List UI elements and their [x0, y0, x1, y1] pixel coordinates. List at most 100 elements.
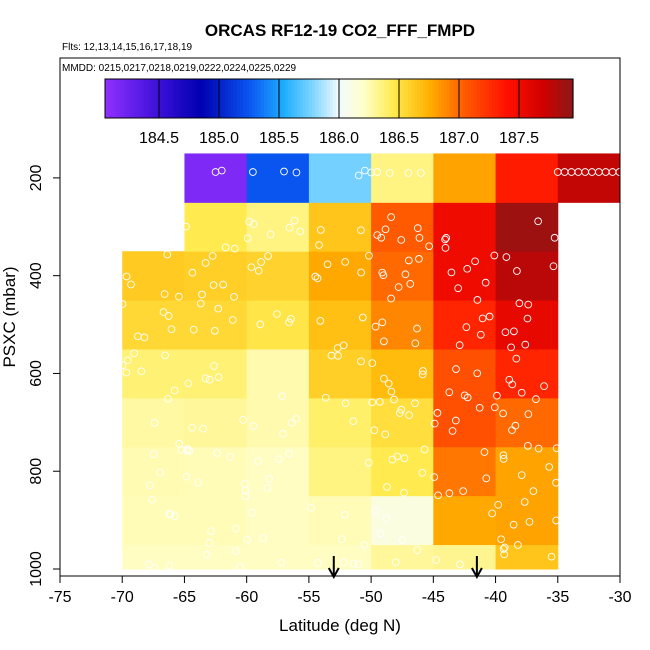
colorbar-segment	[111, 79, 115, 118]
colorbar-segment	[540, 79, 544, 118]
observation-point	[462, 323, 471, 331]
colorbar-segment	[183, 79, 187, 118]
observation-point	[127, 280, 135, 289]
observation-point	[188, 423, 196, 432]
observation-point	[165, 561, 174, 570]
colorbar-segment	[354, 79, 358, 118]
colorbar-segment	[297, 79, 301, 118]
colorbar-segment	[231, 79, 235, 118]
observation-point	[340, 558, 348, 567]
colorbar-segment	[147, 79, 151, 118]
colorbar-segment	[375, 79, 379, 118]
observation-point	[241, 492, 250, 501]
colorbar-segment	[198, 79, 202, 118]
observation-point	[175, 292, 183, 301]
observation-point	[552, 444, 561, 453]
observation-point	[316, 226, 325, 234]
heatmap-cell	[495, 397, 559, 448]
colorbar-segment	[186, 79, 190, 118]
heatmap-cell	[371, 446, 434, 497]
colorbar-segment	[459, 79, 463, 118]
observation-point	[463, 393, 472, 402]
observation-point	[452, 365, 460, 373]
observation-point	[413, 546, 422, 554]
observation-point	[515, 299, 524, 308]
observation-point	[549, 262, 558, 271]
heatmap-cells	[122, 153, 621, 570]
colorbar-segment	[291, 79, 295, 118]
colorbar-segment	[195, 79, 199, 118]
colorbar-segment	[408, 79, 412, 118]
colorbar-segment	[336, 79, 340, 118]
colorbar-segment	[189, 79, 193, 118]
observation-point	[292, 168, 301, 177]
observation-point	[375, 397, 384, 406]
observation-point	[500, 543, 509, 552]
colorbar-segment	[192, 79, 196, 118]
observation-point	[499, 455, 508, 463]
observation-point	[368, 398, 377, 407]
observation-point	[170, 386, 179, 395]
heatmap-cell	[184, 349, 248, 399]
observation-point	[540, 382, 548, 390]
observation-point	[552, 516, 560, 525]
observation-point	[370, 426, 379, 435]
colorbar-segment	[372, 79, 376, 118]
colorbar-segment	[456, 79, 460, 118]
observation-point	[217, 166, 226, 175]
observation-point	[249, 422, 258, 430]
observation-point	[417, 169, 425, 177]
colorbar-segment	[420, 79, 424, 118]
colorbar-segment	[258, 79, 262, 118]
colorbar-tick-label: 186.5	[379, 130, 419, 147]
dates-label: MMDD: 0215,0217,0218,0219,0222,0224,0225…	[62, 63, 297, 74]
observation-point	[525, 517, 534, 526]
observation-point	[380, 374, 388, 383]
colorbar-segment	[276, 79, 280, 118]
colorbar-segment	[450, 79, 454, 118]
observation-point	[365, 251, 373, 260]
observation-point	[532, 395, 540, 403]
colorbar-segment	[264, 79, 268, 118]
axes: -75 -70 -65 -60 -55 -50 -45 -40 -35 -30 200 400 600 8…	[28, 164, 632, 606]
colorbar-segment	[132, 79, 136, 118]
colorbar-frame	[104, 78, 574, 119]
x-tick-label: -50	[360, 589, 383, 606]
colorbar-segment	[309, 79, 313, 118]
observation-point	[418, 370, 427, 379]
colorbar-segment	[438, 79, 442, 118]
observation-point	[501, 328, 510, 337]
observation-point	[290, 216, 299, 225]
observation-point	[285, 449, 293, 458]
observation-point	[364, 458, 373, 467]
observation-point	[511, 421, 520, 430]
colorbar-segment	[207, 79, 211, 118]
colorbar-segment	[312, 79, 316, 118]
observation-point	[185, 446, 194, 455]
observation-point	[214, 373, 223, 382]
colorbar-segment	[495, 79, 499, 118]
observation-point	[380, 337, 388, 346]
observation-point	[201, 374, 210, 383]
colorbar-segment	[516, 79, 520, 118]
observation-point	[488, 509, 497, 518]
observation-point	[285, 318, 293, 327]
x-axis-label: Latitude (deg N)	[279, 616, 401, 635]
observation-point	[507, 343, 515, 352]
observation-point	[368, 359, 377, 367]
colorbar-segment	[303, 79, 307, 118]
observation-point	[405, 411, 413, 419]
observation-point	[388, 455, 397, 464]
observation-point	[520, 498, 529, 506]
observation-point	[415, 234, 424, 242]
heatmap-cell	[495, 495, 559, 546]
colorbar-segment	[270, 79, 274, 118]
colorbar-segment	[114, 79, 118, 118]
observation-point	[160, 290, 169, 298]
colorbar-segment	[561, 79, 565, 118]
observation-point	[387, 294, 395, 303]
colorbar-segment	[357, 79, 361, 118]
observation-point	[265, 475, 274, 483]
heatmap-cell	[371, 202, 434, 252]
observation-point	[314, 559, 322, 567]
